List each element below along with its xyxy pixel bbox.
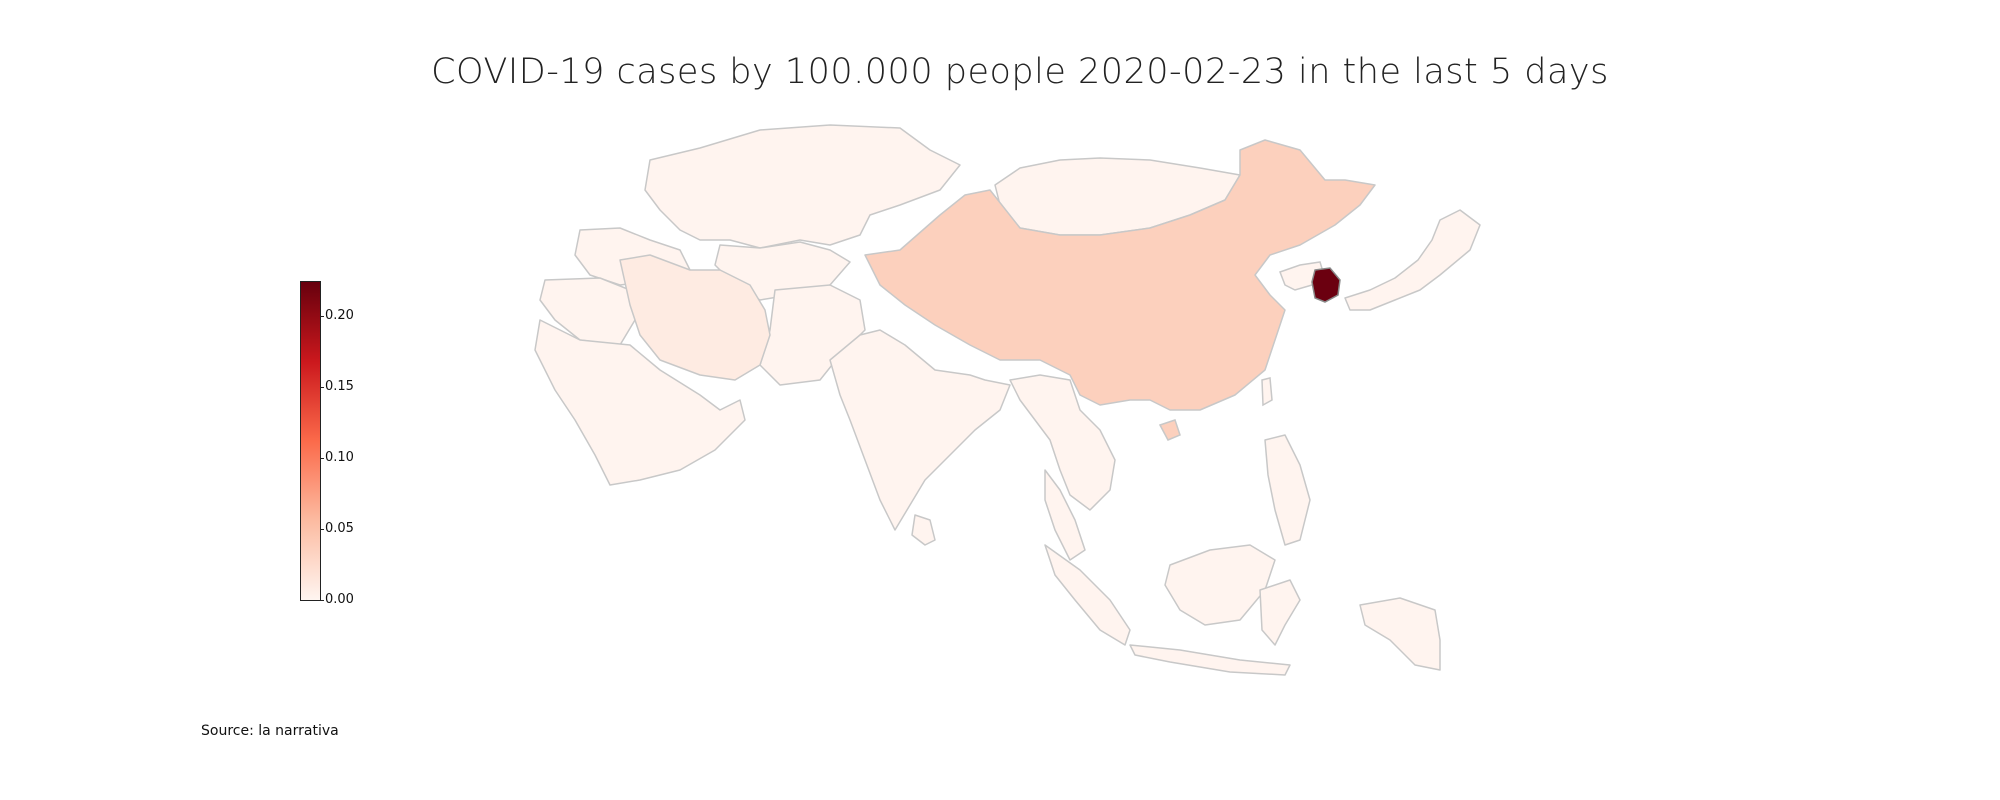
region-south-korea xyxy=(1311,267,1341,303)
region-iran xyxy=(619,254,771,381)
colorbar-tick-2: 0.10 xyxy=(320,450,354,465)
colorbar-tick-4: 0.20 xyxy=(320,308,354,323)
region-borneo xyxy=(1164,544,1276,626)
colorbar-tick-1: 0.05 xyxy=(320,521,354,536)
region-arabia xyxy=(534,319,746,486)
region-japan xyxy=(1344,209,1481,311)
colorbar-tick-3: 0.15 xyxy=(320,379,354,394)
region-java xyxy=(1129,644,1291,676)
region-malaysia xyxy=(1044,469,1086,561)
colorbar xyxy=(300,281,321,601)
map-title: COVID-19 cases by 100.000 people 2020-02… xyxy=(431,52,1609,92)
region-sumatra xyxy=(1044,544,1131,646)
region-indochina xyxy=(1009,374,1116,511)
region-taiwan xyxy=(1261,377,1273,407)
source-note: Source: la narrativa xyxy=(201,723,339,739)
region-sulawesi xyxy=(1259,579,1301,646)
region-china xyxy=(864,139,1376,411)
region-kazakhstan xyxy=(644,124,961,249)
region-india xyxy=(829,329,1011,531)
region-philippines xyxy=(1264,434,1311,546)
region-papua xyxy=(1359,597,1441,671)
region-sri-lanka xyxy=(911,514,936,546)
colorbar-tick-0: 0.00 xyxy=(320,592,354,607)
region-hainan xyxy=(1158,419,1181,441)
